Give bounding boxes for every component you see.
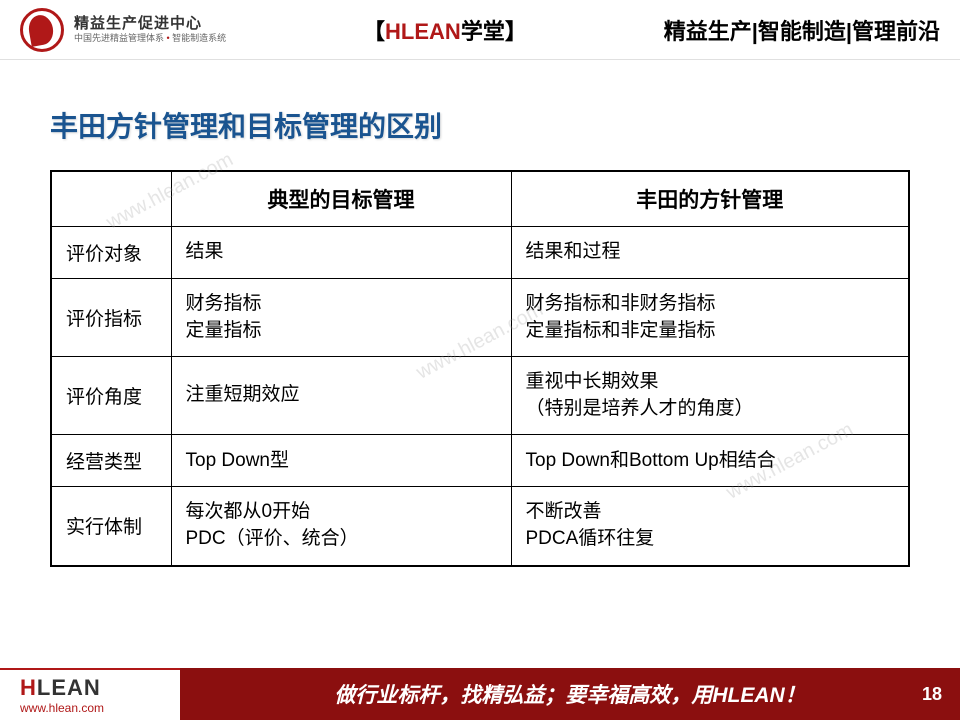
logo-text: 精益生产促进中心 中国先进精益管理体系 • 智能制造系统 (74, 15, 226, 44)
cell-toyota: 财务指标和非财务指标定量指标和非定量指标 (511, 279, 909, 357)
comparison-table: 典型的目标管理 丰田的方针管理 评价对象结果结果和过程评价指标财务指标定量指标财… (50, 170, 910, 567)
table-row: 评价指标财务指标定量指标财务指标和非财务指标定量指标和非定量指标 (51, 279, 909, 357)
header-right: 精益生产|智能制造|管理前沿 (664, 14, 940, 46)
page-number: 18 (922, 684, 942, 705)
footer-slogan: 做行业标杆，找精弘益；要幸福高效，用HLEAN！ (334, 679, 805, 709)
header-center: 【HLEAN学堂】 (236, 14, 654, 46)
table-row: 评价对象结果结果和过程 (51, 227, 909, 279)
footer: HLEAN www.hlean.com 做行业标杆，找精弘益；要幸福高效，用HL… (0, 668, 960, 720)
cell-typical: 注重短期效应 (171, 357, 511, 435)
page-title: 丰田方针管理和目标管理的区别 (0, 60, 960, 170)
row-label: 实行体制 (51, 487, 171, 566)
footer-url: www.hlean.com (20, 701, 180, 715)
logo-sub: 中国先进精益管理体系 • 智能制造系统 (74, 33, 226, 44)
header: 精益生产促进中心 中国先进精益管理体系 • 智能制造系统 【HLEAN学堂】 精… (0, 0, 960, 60)
logo-main: 精益生产促进中心 (74, 15, 226, 33)
cell-toyota: 结果和过程 (511, 227, 909, 279)
footer-logo: HLEAN (20, 675, 180, 701)
row-label: 评价指标 (51, 279, 171, 357)
table-row: 实行体制每次都从0开始PDC（评价、统合）不断改善PDCA循环往复 (51, 487, 909, 566)
cell-toyota: 不断改善PDCA循环往复 (511, 487, 909, 566)
cell-toyota: 重视中长期效果（特别是培养人才的角度） (511, 357, 909, 435)
table-row: 经营类型Top Down型Top Down和Bottom Up相结合 (51, 435, 909, 487)
cell-typical: 财务指标定量指标 (171, 279, 511, 357)
footer-left: HLEAN www.hlean.com (0, 668, 180, 720)
table-header-col1: 典型的目标管理 (171, 171, 511, 227)
table-row: 评价角度注重短期效应重视中长期效果（特别是培养人才的角度） (51, 357, 909, 435)
table-corner (51, 171, 171, 227)
cell-typical: 每次都从0开始PDC（评价、统合） (171, 487, 511, 566)
cell-typical: 结果 (171, 227, 511, 279)
cell-toyota: Top Down和Bottom Up相结合 (511, 435, 909, 487)
row-label: 评价对象 (51, 227, 171, 279)
comparison-table-wrap: 典型的目标管理 丰田的方针管理 评价对象结果结果和过程评价指标财务指标定量指标财… (0, 170, 960, 567)
logo-icon (20, 8, 64, 52)
cell-typical: Top Down型 (171, 435, 511, 487)
table-header-row: 典型的目标管理 丰田的方针管理 (51, 171, 909, 227)
row-label: 评价角度 (51, 357, 171, 435)
footer-slogan-bar: 做行业标杆，找精弘益；要幸福高效，用HLEAN！ 18 (180, 668, 960, 720)
row-label: 经营类型 (51, 435, 171, 487)
table-header-col2: 丰田的方针管理 (511, 171, 909, 227)
